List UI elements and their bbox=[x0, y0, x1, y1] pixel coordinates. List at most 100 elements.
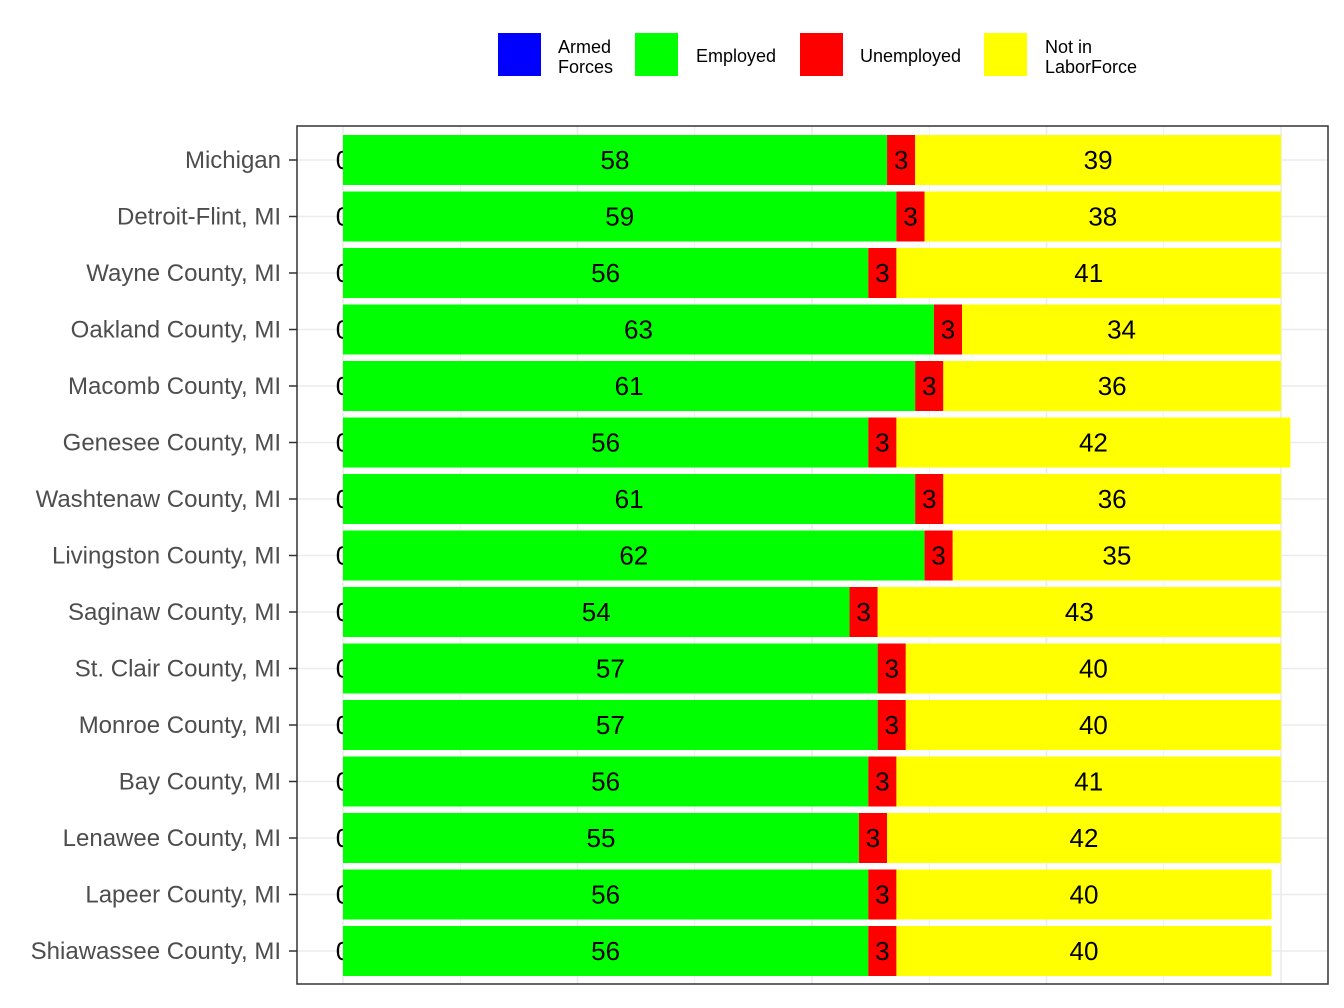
bar-row-washtenaw-county-mi: 061336 bbox=[336, 474, 1281, 524]
bar-not-in-laborforce bbox=[943, 474, 1281, 524]
data-label-not-in-laborforce: 40 bbox=[1079, 710, 1108, 740]
bar-not-in-laborforce bbox=[896, 926, 1272, 976]
y-tick-label: Macomb County, MI bbox=[68, 373, 281, 400]
bar-employed bbox=[343, 191, 897, 242]
data-label-unemployed: 3 bbox=[884, 710, 898, 740]
data-label-employed: 62 bbox=[619, 541, 648, 571]
data-label-not-in-laborforce: 39 bbox=[1084, 145, 1113, 175]
legend-item-unemployed: Unemployed bbox=[800, 33, 961, 76]
bar-employed bbox=[343, 756, 869, 807]
data-label-employed: 63 bbox=[624, 315, 653, 345]
data-label-employed: 56 bbox=[591, 936, 620, 966]
legend-key bbox=[984, 33, 1027, 76]
data-label-unemployed: 3 bbox=[856, 597, 870, 627]
legend-key bbox=[800, 33, 843, 76]
bar-unemployed bbox=[877, 700, 906, 750]
bar-unemployed bbox=[868, 417, 897, 468]
bar-employed bbox=[343, 926, 869, 976]
data-label-not-in-laborforce: 36 bbox=[1098, 484, 1127, 514]
data-label-employed: 61 bbox=[615, 371, 644, 401]
bar-unemployed bbox=[858, 813, 888, 863]
bar-unemployed bbox=[915, 474, 944, 524]
data-label-unemployed: 3 bbox=[941, 315, 955, 345]
data-label-not-in-laborforce: 43 bbox=[1065, 597, 1094, 627]
y-axis: Michigan Detroit-Flint, MI Wayne County, M… bbox=[31, 147, 297, 965]
legend-key bbox=[635, 33, 678, 76]
data-label-unemployed: 3 bbox=[875, 767, 889, 797]
bar-not-in-laborforce bbox=[896, 756, 1281, 807]
bar-row-livingston-county-mi: 062335 bbox=[336, 530, 1281, 581]
data-label-employed: 61 bbox=[615, 484, 644, 514]
data-label-employed: 59 bbox=[605, 202, 634, 232]
bar-not-in-laborforce bbox=[896, 869, 1272, 920]
legend-label: Employed bbox=[696, 46, 776, 66]
data-label-not-in-laborforce: 41 bbox=[1074, 258, 1103, 288]
bar-row-lenawee-county-mi: 055342 bbox=[336, 813, 1281, 863]
data-label-unemployed: 3 bbox=[866, 823, 880, 853]
data-label-employed: 54 bbox=[582, 597, 611, 627]
y-tick-label: Bay County, MI bbox=[119, 769, 281, 796]
bar-unemployed bbox=[915, 361, 944, 411]
data-label-not-in-laborforce: 40 bbox=[1079, 654, 1108, 684]
legend-item-employed: Employed bbox=[635, 33, 776, 76]
bar-row-saginaw-county-mi: 054343 bbox=[336, 587, 1281, 637]
bar-employed bbox=[343, 700, 878, 750]
data-label-unemployed: 3 bbox=[875, 258, 889, 288]
data-label-not-in-laborforce: 35 bbox=[1102, 541, 1131, 571]
bar-not-in-laborforce bbox=[887, 813, 1281, 863]
bar-not-in-laborforce bbox=[943, 361, 1281, 411]
data-label-not-in-laborforce: 40 bbox=[1070, 936, 1099, 966]
y-tick-label: Saginaw County, MI bbox=[68, 599, 281, 626]
data-label-not-in-laborforce: 42 bbox=[1070, 823, 1099, 853]
bar-employed bbox=[343, 474, 916, 524]
bar-row-macomb-county-mi: 061336 bbox=[336, 361, 1281, 411]
y-tick-label: Livingston County, MI bbox=[52, 543, 281, 570]
data-label-unemployed: 3 bbox=[931, 541, 945, 571]
y-tick-label: Wayne County, MI bbox=[86, 260, 281, 287]
data-label-employed: 56 bbox=[591, 258, 620, 288]
bar-row-oakland-county-mi: 063334 bbox=[336, 304, 1281, 355]
bar-unemployed bbox=[924, 530, 953, 581]
legend: Armed Forces Employed Unemployed Not in Labor… bbox=[498, 33, 1137, 77]
legend-key bbox=[498, 33, 541, 76]
bar-row-michigan: 058339 bbox=[336, 135, 1281, 185]
legend-item-armed-forces: Armed Forces bbox=[498, 33, 613, 77]
bar-employed bbox=[343, 417, 869, 468]
data-label-employed: 57 bbox=[596, 654, 625, 684]
bar-unemployed bbox=[933, 304, 963, 355]
bar-employed bbox=[343, 530, 925, 581]
bar-unemployed bbox=[887, 135, 916, 185]
bar-employed bbox=[343, 248, 869, 298]
data-label-unemployed: 3 bbox=[894, 145, 908, 175]
legend-item-not-in-laborforce: Not in LaborForce bbox=[984, 33, 1137, 77]
data-label-unemployed: 3 bbox=[922, 484, 936, 514]
bar-not-in-laborforce bbox=[896, 417, 1291, 468]
y-tick-label: Michigan bbox=[185, 147, 281, 174]
bar-not-in-laborforce bbox=[877, 587, 1281, 637]
y-tick-label: Lapeer County, MI bbox=[85, 882, 281, 909]
y-tick-label: Monroe County, MI bbox=[79, 712, 281, 739]
bar-unemployed bbox=[868, 756, 897, 807]
bars: 0583390593380563410633340613360563420613… bbox=[336, 135, 1291, 976]
data-label-not-in-laborforce: 36 bbox=[1098, 371, 1127, 401]
bar-employed bbox=[343, 135, 888, 185]
bar-not-in-laborforce bbox=[905, 700, 1281, 750]
y-tick-label: Washtenaw County, MI bbox=[36, 486, 281, 513]
bar-employed bbox=[343, 813, 859, 863]
data-label-employed: 57 bbox=[596, 710, 625, 740]
data-label-unemployed: 3 bbox=[903, 202, 917, 232]
y-tick-label: Detroit-Flint, MI bbox=[117, 204, 281, 231]
legend-label: Not in LaborForce bbox=[1045, 37, 1137, 77]
data-label-unemployed: 3 bbox=[922, 371, 936, 401]
y-tick-label: Oakland County, MI bbox=[71, 317, 281, 344]
data-label-not-in-laborforce: 42 bbox=[1079, 428, 1108, 458]
data-label-not-in-laborforce: 38 bbox=[1088, 202, 1117, 232]
data-label-employed: 55 bbox=[586, 823, 615, 853]
bar-unemployed bbox=[868, 926, 897, 976]
bar-employed bbox=[343, 643, 878, 694]
y-tick-label: St. Clair County, MI bbox=[75, 656, 281, 683]
bar-row-genesee-county-mi: 056342 bbox=[336, 417, 1291, 468]
